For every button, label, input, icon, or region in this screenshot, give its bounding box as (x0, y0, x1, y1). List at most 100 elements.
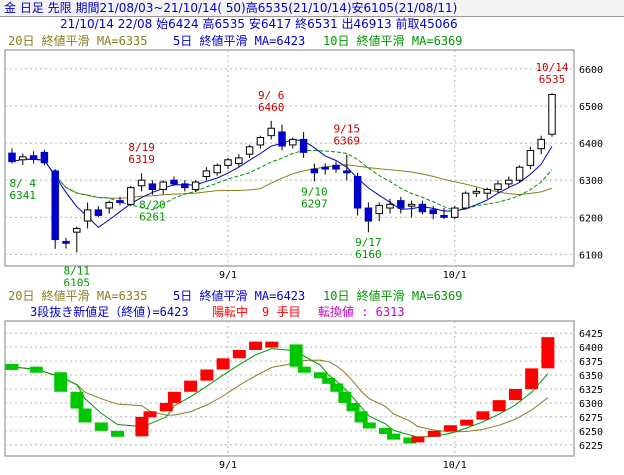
tlb-block-9 (159, 402, 173, 412)
candle-body (181, 183, 189, 189)
candle-body (429, 209, 437, 215)
annotation-value-8: 6535 (539, 73, 566, 86)
candle-08-10 (62, 237, 70, 249)
annotation-value-0: 6341 (10, 189, 37, 202)
tlb-ytick-label-6: 6375 (579, 357, 603, 368)
tlb-block-5 (94, 422, 108, 431)
candle-09-22 (386, 198, 394, 214)
ytick-label-3: 6400 (579, 139, 603, 150)
candle-10-14 (548, 92, 556, 137)
candle-body (418, 203, 427, 213)
candle-09-13 (321, 163, 329, 175)
annotation-value-2: 6319 (128, 153, 155, 166)
candle-body (62, 240, 70, 244)
tlb-xtick-label-0: 9/1 (219, 460, 237, 471)
candle-09-30 (440, 208, 448, 220)
candle-body (461, 192, 470, 209)
candle-body (235, 157, 243, 164)
tlb-subtitle-part-2: 9 手目 (262, 305, 300, 319)
candle-09-17 (364, 202, 373, 233)
tlb-ytick-label-1: 6250 (579, 427, 603, 438)
candle-08-26 (191, 180, 200, 193)
candle-08-27 (202, 167, 211, 181)
tlb-block-30 (427, 430, 441, 437)
tlb-block-33 (476, 411, 490, 420)
candle-10-05 (472, 187, 481, 197)
tlb-block-26 (378, 428, 392, 435)
tlb-block-19 (314, 372, 328, 379)
tlb-legend-entry-1: 5日 終値平滑 MA=6423 (173, 288, 305, 303)
candle-08-06 (40, 149, 49, 166)
candle-body (278, 131, 286, 147)
tlb-block-27 (387, 433, 401, 440)
candle-body (343, 170, 351, 174)
tlb-block-17 (289, 344, 303, 367)
candle-body (375, 204, 383, 215)
tlb-block-3 (70, 391, 84, 409)
candle-08-24 (170, 176, 178, 186)
tlb-plot-frame (4, 320, 575, 457)
annotation-date-1: 8/11 (64, 265, 91, 278)
candle-08-05 (29, 151, 38, 164)
candle-09-10 (310, 163, 319, 182)
ytick-label-1: 6200 (579, 213, 603, 224)
xtick-label-0: 9/1 (219, 270, 237, 281)
candle-body (321, 166, 329, 170)
annotation-value-3: 6261 (139, 211, 166, 224)
candle-08-11 (73, 226, 81, 253)
candle-body (451, 207, 459, 218)
tlb-block-25 (362, 422, 376, 429)
tlb-block-22 (338, 391, 352, 403)
chart-header-line-1: 金 日足 先限 期間21/08/03~21/10/14( 50)高6535(21… (0, 0, 624, 17)
tlb-subtitle-part-1: 陽転中 (212, 304, 248, 319)
xtick-label-1: 10/1 (443, 270, 467, 281)
candle-body (8, 152, 16, 163)
candle-body (483, 188, 491, 194)
annotation-date-5: 9/10 (301, 185, 328, 198)
candle-10-01 (451, 206, 459, 220)
tlb-block-37 (541, 337, 555, 369)
candle-08-18 (127, 185, 135, 207)
three-line-break-chart: 20日 終値平滑 MA=6335 5日 終値平滑 MA=6423 10日 終値平滑 … (4, 288, 603, 471)
candle-body (256, 137, 265, 146)
candlestick-chart: 6100 6200 6300 6400 6500 6600 9/1 10/1 20日 終値平滑 … (4, 33, 603, 286)
legend-entry-1: 5日 終値平滑 MA=6423 (173, 33, 305, 48)
candle-body (407, 203, 416, 207)
candle-09-02 (245, 144, 254, 158)
tlb-block-0 (5, 363, 19, 370)
candle-body (537, 138, 545, 150)
tlb-block-31 (443, 425, 457, 432)
tlb-block-24 (354, 411, 368, 423)
tlb-block-2 (54, 372, 68, 392)
tlb-block-32 (460, 419, 474, 426)
tlb-ytick-label-4: 6325 (579, 385, 603, 396)
candle-09-06 (267, 120, 275, 140)
tlb-block-13 (216, 358, 230, 370)
tlb-block-29 (411, 436, 425, 443)
annotation-value-1: 6105 (64, 277, 91, 286)
candle-body (116, 200, 124, 203)
annotation-date-7: 9/17 (355, 236, 382, 249)
candle-10-13 (537, 135, 545, 155)
candle-09-09 (299, 131, 308, 158)
tlb-subtitle-part-3: 転換値 : 6313 (318, 304, 405, 319)
candle-09-21 (375, 202, 383, 222)
candle-09-14 (332, 161, 340, 173)
legend-entry-2: 10日 終値平滑 MA=6369 (323, 33, 462, 48)
candle-body (299, 138, 308, 153)
tlb-block-20 (322, 377, 336, 384)
candle-body (364, 207, 373, 222)
candle-body (29, 155, 38, 160)
candle-08-23 (159, 180, 167, 195)
tlb-block-23 (346, 402, 360, 412)
ytick-label-5: 6600 (579, 65, 603, 76)
candle-body (148, 183, 157, 190)
candle-body (353, 175, 362, 209)
tlb-block-36 (525, 368, 539, 389)
tlb-block-28 (403, 437, 417, 444)
tlb-block-16 (265, 341, 279, 348)
tlb-block-8 (143, 411, 157, 418)
annotation-value-4: 6460 (258, 101, 285, 114)
candle-body (105, 201, 113, 209)
candle-09-16 (353, 172, 362, 216)
